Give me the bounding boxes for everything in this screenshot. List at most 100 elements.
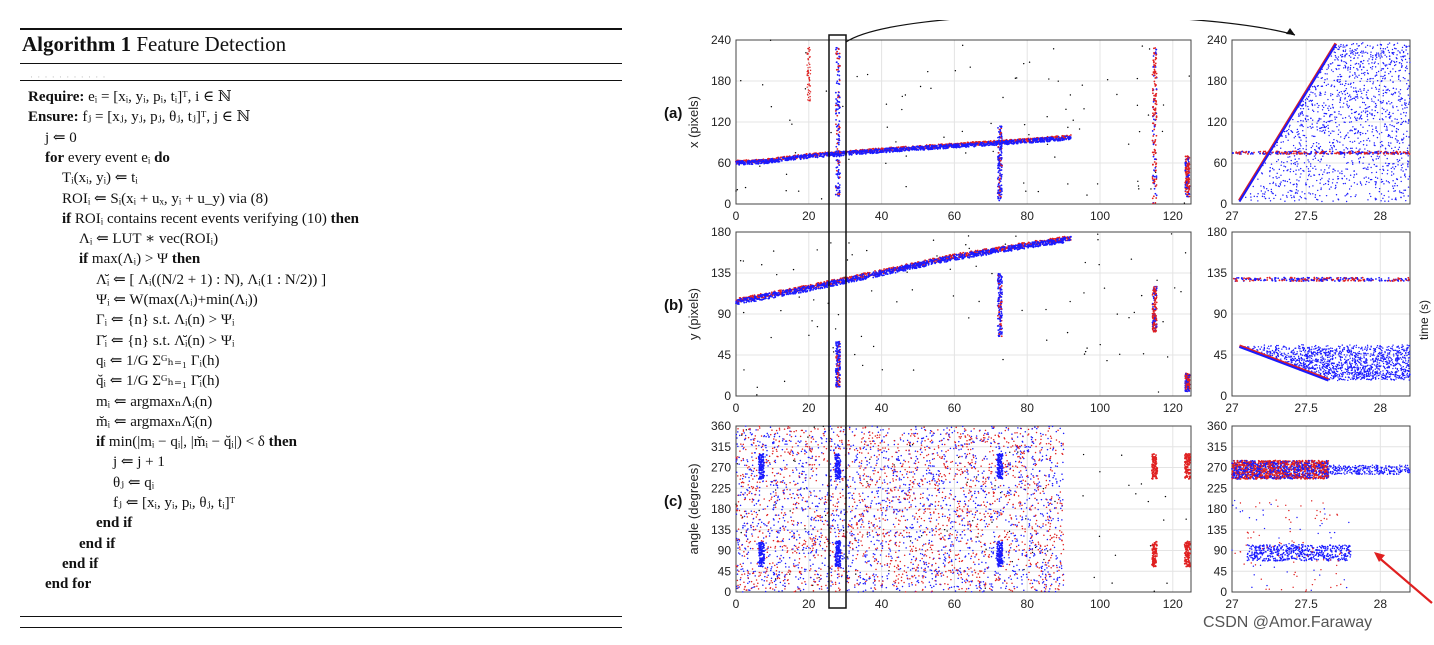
event-point [1352,82,1355,84]
event-point [1355,119,1357,121]
event-point [1328,130,1330,133]
event-point [924,145,927,147]
event-point [1185,186,1188,189]
event-point [1355,128,1357,130]
event-point [1408,136,1410,138]
event-point [1397,128,1400,131]
event-point [1392,106,1394,109]
event-point [1067,126,1069,129]
algorithm-keyword: then [268,434,297,451]
event-point [1188,195,1191,198]
event-point [1351,112,1353,115]
event-point [1323,102,1325,104]
event-point [1304,99,1307,101]
event-point [1300,145,1302,147]
event-point [1307,126,1309,129]
event-point [911,289,914,291]
event-point [761,84,764,86]
event-point [1301,152,1304,155]
event-point [1106,78,1109,81]
event-point [1379,168,1381,171]
algorithm-keyword: then [171,251,201,268]
event-point [974,144,977,147]
event-point [1393,125,1395,128]
algorithm-keyword: for [45,149,65,166]
event-point [1341,93,1344,95]
event-point [1305,198,1307,200]
event-point [1400,113,1402,115]
algorithm-expression: qᵢ ⇐ 1/G Σᴳₕ₌₁ Γᵢ(h) [96,352,220,369]
event-point [984,144,987,146]
event-point [1324,112,1327,115]
event-point [1362,110,1365,112]
event-point [969,66,971,68]
event-point [1384,64,1386,66]
event-point [1336,95,1338,97]
y-tick-label: 60 [718,156,732,170]
event-point [1339,172,1341,174]
event-point [1371,151,1374,154]
event-point [1398,78,1400,80]
event-point [1380,75,1382,78]
event-point [1322,150,1324,153]
event-point [1395,61,1398,63]
event-point [1370,166,1372,169]
event-points [735,39,1191,205]
event-point [744,186,747,189]
event-point [1314,151,1317,154]
event-point [952,295,955,297]
event-point [1156,279,1158,281]
event-point [1367,177,1370,179]
event-point [1312,185,1314,187]
event-point [1270,188,1273,191]
event-point [1331,93,1334,96]
event-point [1276,177,1278,180]
event-point [1269,170,1271,173]
event-point [836,148,839,150]
event-point [1185,157,1188,160]
event-point [1372,128,1374,131]
event-point [1397,121,1400,124]
event-point [1338,47,1341,49]
event-point [1349,71,1351,73]
event-point [1289,182,1292,184]
x-tick-label: 60 [948,209,962,223]
event-point [780,309,782,312]
event-point [1332,70,1334,73]
event-point [851,254,853,256]
event-point [1325,125,1328,128]
event-point [1388,111,1391,114]
event-point [1381,101,1384,104]
event-point [838,100,840,103]
event-point [1388,63,1390,65]
event-point [1358,45,1360,47]
event-point [1153,125,1156,128]
event-point [1346,148,1349,150]
event-point [1389,71,1392,73]
event-point [738,163,741,166]
algorithm-expression: ROIᵢ contains recent events verifying (1… [71,210,331,227]
event-point [1352,87,1355,89]
event-point [971,141,974,144]
event-point [809,69,812,72]
event-point [1382,52,1385,54]
event-point [1337,199,1340,201]
event-point [1362,144,1365,146]
figure: 0 60 120 180 240 0 20 40 60 80 100 120 x (pixels) 0 60… [640,14,1434,645]
event-point [1264,197,1267,200]
event-point [853,149,856,152]
event-point [1262,193,1264,195]
event-point [1400,191,1403,194]
event-point [1391,52,1393,54]
event-point [1378,133,1381,135]
event-point [835,123,837,126]
event-point [1379,47,1382,50]
event-point [1336,125,1338,128]
event-point [1381,80,1383,82]
event-point [1290,159,1292,162]
event-point [1298,199,1300,201]
event-point [1358,142,1360,144]
event-point [1307,174,1310,177]
